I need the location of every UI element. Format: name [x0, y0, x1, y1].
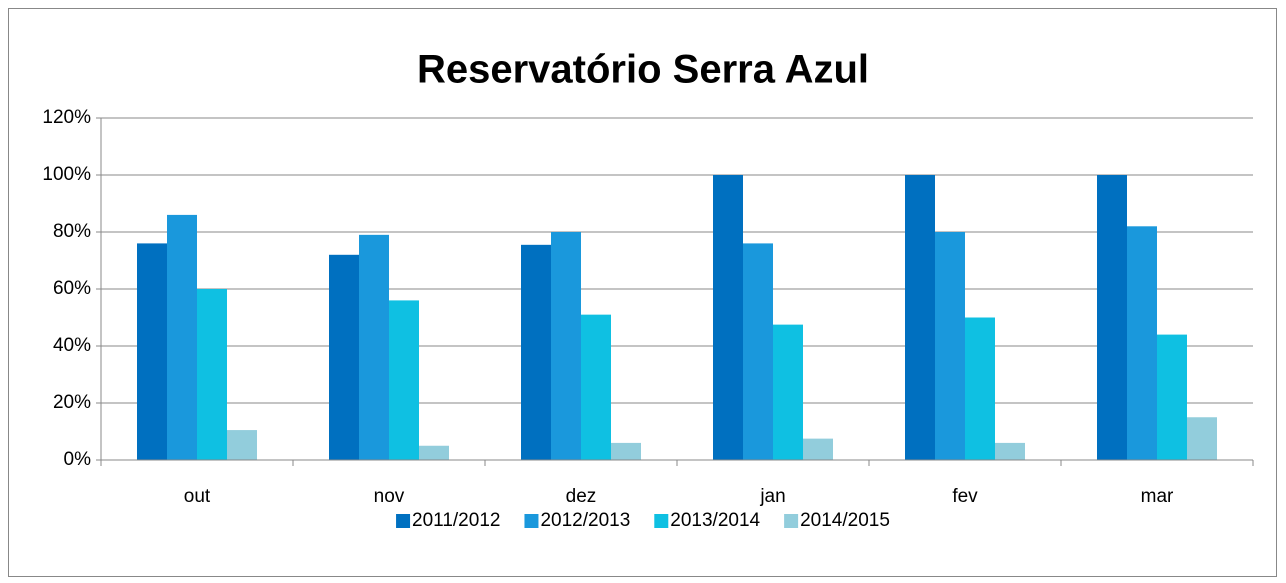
- y-tick-label: 0%: [64, 449, 92, 470]
- legend-swatch: [784, 514, 799, 528]
- legend-label: 2012/2013: [540, 510, 630, 531]
- y-tick-label: 120%: [42, 107, 91, 128]
- bar: [167, 214, 197, 460]
- y-tick-label: 20%: [53, 392, 91, 413]
- x-tick-label: fev: [952, 486, 978, 507]
- y-tick-label: 100%: [42, 164, 91, 185]
- bar: [389, 300, 419, 460]
- bar: [935, 232, 965, 460]
- bar: [1187, 417, 1217, 460]
- bar: [329, 254, 359, 460]
- legend-swatch: [396, 514, 411, 528]
- x-tick-label: out: [184, 486, 211, 507]
- bar: [1157, 334, 1187, 460]
- bar: [803, 438, 833, 460]
- x-tick-label: dez: [566, 486, 597, 507]
- bar: [227, 430, 257, 460]
- legend-swatch: [524, 514, 539, 528]
- legend-label: 2014/2015: [800, 510, 890, 531]
- chart-title: Reservatório Serra Azul: [417, 48, 869, 92]
- y-tick-label: 40%: [53, 335, 91, 356]
- legend-label: 2013/2014: [670, 510, 760, 531]
- bar: [419, 445, 449, 460]
- bar: [713, 175, 743, 460]
- bar: [551, 232, 581, 460]
- y-tick-label: 80%: [53, 221, 91, 242]
- legend-label: 2011/2012: [412, 510, 500, 531]
- bar: [1127, 226, 1157, 460]
- bar: [995, 442, 1025, 460]
- x-tick-label: jan: [759, 486, 785, 507]
- bar: [965, 317, 995, 460]
- legend-swatch: [654, 514, 669, 528]
- bar: [743, 243, 773, 460]
- bar: [905, 175, 935, 460]
- bar: [359, 234, 389, 460]
- bar: [521, 244, 551, 460]
- bar: [137, 243, 167, 460]
- x-tick-label: nov: [374, 486, 405, 507]
- bar: [611, 442, 641, 460]
- x-tick-label: mar: [1141, 486, 1174, 507]
- y-tick-label: 60%: [53, 278, 91, 299]
- bar: [773, 324, 803, 460]
- bar: [581, 314, 611, 460]
- bar: [1097, 175, 1127, 460]
- bar: [197, 289, 227, 460]
